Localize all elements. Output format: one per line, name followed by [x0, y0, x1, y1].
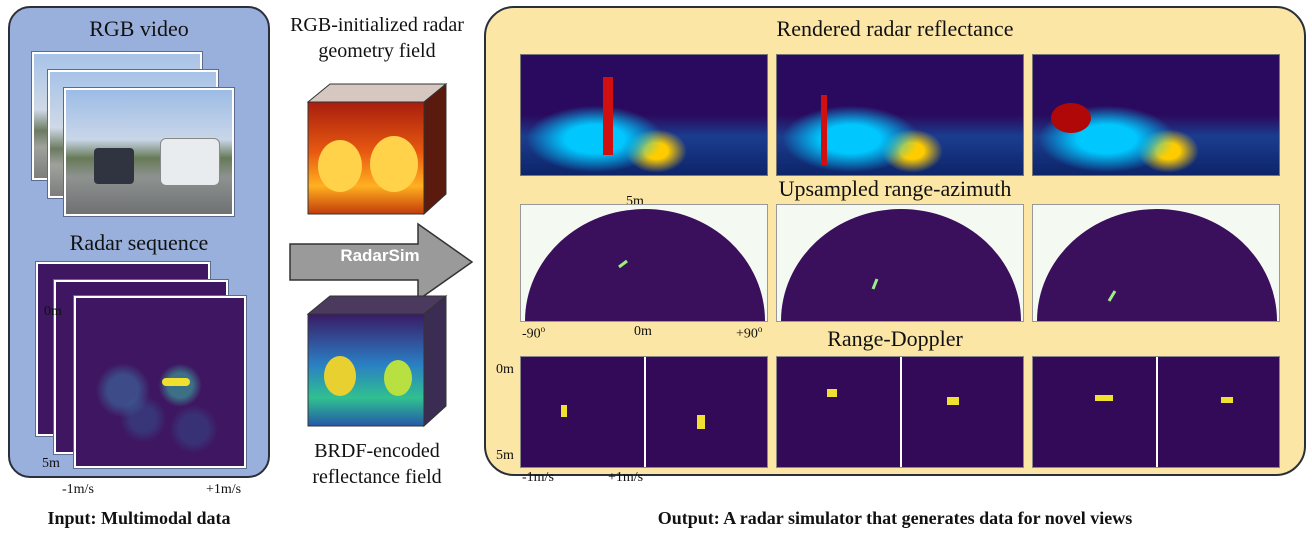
radar-frame-front — [74, 296, 246, 468]
dark-car-image — [94, 148, 134, 184]
range-doppler-divider — [900, 357, 902, 467]
radar-tick-minus-1ms: -1m/s — [62, 482, 94, 497]
reflectance-field-cube — [306, 294, 448, 428]
radarsim-label: RadarSim — [340, 246, 420, 265]
range-doppler-divider — [1156, 357, 1158, 467]
rgb-frame-front — [64, 88, 234, 216]
ra-tick-minus-90: -90o — [522, 324, 546, 342]
doppler-peak — [827, 389, 837, 397]
range-doppler-divider — [644, 357, 646, 467]
radar-hotspot — [162, 378, 190, 386]
doppler-peak — [697, 415, 705, 429]
ra-tick-0m: 0m — [634, 324, 652, 339]
rd-tick-plus-1ms: +1m/s — [608, 470, 644, 485]
rd-tick-0m: 0m — [496, 362, 514, 377]
radar-tick-0m: 0m — [44, 304, 62, 319]
doppler-peak — [561, 405, 567, 417]
doppler-peak — [1221, 397, 1233, 403]
radar-tick-5m: 5m — [42, 456, 60, 471]
range-azimuth-image-3 — [1032, 204, 1280, 322]
reflectance-field-label-line1: BRDF-encoded — [314, 440, 440, 462]
rd-tick-minus-1ms: -1m/s — [522, 470, 554, 485]
range-doppler-title: Range-Doppler — [827, 326, 963, 351]
range-azimuth-fan — [781, 209, 1021, 321]
reflectance-image-2 — [776, 54, 1024, 176]
reflectance-hot-streak — [603, 77, 613, 155]
range-azimuth-fan — [1037, 209, 1277, 321]
reflectance-field-label-line2: reflectance field — [312, 466, 442, 488]
rd-tick-5m: 5m — [496, 448, 514, 463]
reflectance-hot-spot — [1051, 103, 1091, 133]
radarsim-arrow — [289, 222, 474, 302]
range-doppler-image-2 — [776, 356, 1024, 468]
geometry-field-label-line1: RGB-initialized radar — [290, 14, 464, 36]
range-doppler-image-3 — [1032, 356, 1280, 468]
radar-tick-plus-1ms: +1m/s — [206, 482, 242, 497]
rendered-reflectance-title: Rendered radar reflectance — [776, 16, 1014, 41]
input-caption: Input: Multimodal data — [47, 508, 231, 528]
geometry-field-label: RGB-initialized radar geometry field — [272, 12, 482, 64]
doppler-peak — [947, 397, 959, 405]
rgb-video-title: RGB video — [89, 16, 189, 41]
range-azimuth-image-1 — [520, 204, 768, 322]
ra-tick-plus-90: +90o — [736, 324, 763, 342]
geometry-field-cube — [306, 82, 448, 216]
white-van-image — [160, 138, 220, 186]
reflectance-image-3 — [1032, 54, 1280, 176]
output-caption: Output: A radar simulator that generates… — [657, 508, 1133, 528]
reflectance-field-label: BRDF-encoded reflectance field — [272, 438, 482, 490]
range-azimuth-title: Upsampled range-azimuth — [778, 176, 1012, 201]
reflectance-image-1 — [520, 54, 768, 176]
range-azimuth-fan — [525, 209, 765, 321]
range-doppler-image-1 — [520, 356, 768, 468]
range-azimuth-image-2 — [776, 204, 1024, 322]
radar-sequence-title: Radar sequence — [69, 230, 209, 255]
reflectance-hot-streak — [821, 95, 827, 165]
geometry-field-label-line2: geometry field — [318, 40, 436, 62]
doppler-peak — [1095, 395, 1113, 401]
